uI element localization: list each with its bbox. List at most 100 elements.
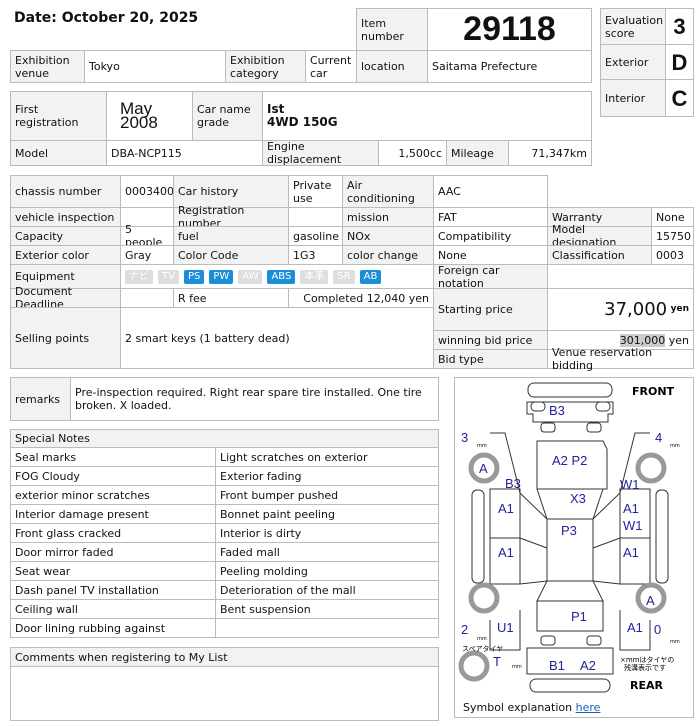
special-note: Exterior fading (215, 466, 439, 486)
document-deadline (120, 288, 174, 308)
bid-type-label: Bid type (433, 349, 548, 369)
car-diagram-svg: FRONT REAR B3 A2 P2 B3 W1 X3 A1 A1 W1 P3… (458, 382, 680, 693)
car-name-label: Car name grade (192, 91, 263, 141)
location-label: location (356, 50, 428, 83)
spare-tire-label: スペアタイヤ (462, 644, 503, 653)
bid-type: Venue reservation bidding (547, 346, 694, 372)
equipment-badge: PS (183, 269, 205, 284)
special-note: Peeling molding (215, 561, 439, 581)
air-conditioning: AAC (433, 175, 548, 208)
special-note: Seal marks (10, 447, 216, 467)
capacity-label: Capacity (10, 226, 121, 246)
winning-bid-value: 301,000 (619, 333, 666, 347)
special-note: Door mirror faded (10, 542, 216, 562)
mark-b1: B1 (549, 658, 565, 673)
tire-depth-left-front: 3 (461, 430, 468, 445)
mark-w1-right-front: W1 (623, 518, 643, 533)
mark-a1-left-front: A1 (498, 501, 514, 516)
tire-note-2: 残溝表示です (624, 663, 666, 672)
history-label: Car history (173, 175, 289, 208)
mm-unit: mm (512, 664, 522, 670)
special-note: Bent suspension (215, 599, 439, 619)
winning-bid-label: winning bid price (433, 330, 548, 350)
tire-depth-right-rear: 0 (654, 622, 661, 637)
equipment-badge: TV (158, 269, 179, 284)
mark-x3: X3 (570, 491, 586, 506)
exterior-color: Gray (120, 245, 174, 265)
item-number: 29118 (427, 8, 592, 51)
equipment-badge: ナビ (125, 269, 153, 284)
r-fee-label: R fee (173, 288, 289, 308)
wheel-right-rear (635, 582, 667, 614)
model-designation-label: Model designation (547, 223, 652, 249)
special-note: Interior is dirty (215, 523, 439, 543)
equipment-badge: AB (359, 269, 382, 284)
mark-u1: U1 (497, 620, 514, 635)
starting-price-value: 37,000 (604, 299, 668, 320)
color-code: 1G3 (288, 245, 343, 265)
special-note: Light scratches on exterior (215, 447, 439, 467)
comments-area[interactable] (10, 666, 439, 721)
first-registration-label: First registration (10, 91, 107, 141)
special-note: Front bumper pushed (215, 485, 439, 505)
color-change-label: color change (342, 245, 434, 265)
mm-unit: mm (477, 636, 487, 642)
selling-points-label: Selling points (10, 307, 121, 369)
interior-score: C (665, 79, 694, 117)
interior-score-label: Interior (600, 79, 666, 117)
starting-price: 37,000 yen (547, 288, 694, 331)
equipment-badge: AW (238, 269, 263, 284)
venue: Tokyo (84, 50, 226, 83)
front-bumper (527, 382, 613, 398)
mm-unit: mm (477, 443, 487, 449)
symbol-explanation-link[interactable]: here (575, 701, 601, 714)
mark-a2-rear: A2 (580, 658, 596, 673)
equipment-badge: SR (333, 269, 355, 284)
exterior-score: D (665, 44, 694, 80)
classification-label: Classification (547, 245, 652, 265)
color-code-label: Color Code (173, 245, 289, 265)
mark-w1-right: W1 (620, 477, 640, 492)
special-note: Interior damage present (10, 504, 216, 524)
tire-note-1: ×mmはタイヤの (620, 655, 674, 664)
mark-a2-p2: A2 P2 (552, 453, 587, 468)
venue-label: Exhibition venue (10, 50, 85, 83)
model: DBA-NCP115 (106, 140, 263, 166)
rear-label: REAR (630, 679, 663, 692)
special-note: Front glass cracked (10, 523, 216, 543)
engine-displacement: 1,500cc (378, 140, 447, 166)
foreign-label: Foreign car notation (433, 264, 548, 290)
special-note: Dash panel TV installation (10, 580, 216, 600)
exterior-score-label: Exterior (600, 44, 666, 80)
first-registration-year: 2008 (120, 113, 158, 132)
comments-title: Comments when registering to My List (10, 647, 439, 667)
selling-points: 2 smart keys (1 battery dead) (120, 307, 434, 369)
evaluation-score-label: Evaluation score (600, 8, 666, 45)
mark-a1-left-rear: A1 (498, 545, 514, 560)
mission-label: mission (342, 207, 434, 227)
mm-unit: mm (670, 639, 680, 645)
classification: 0003 (651, 245, 694, 265)
chassis-label: chassis number (10, 175, 121, 208)
front-label: FRONT (632, 385, 675, 398)
mark-p3: P3 (561, 523, 577, 538)
ac-label: Air conditioning (342, 175, 434, 208)
special-note: Ceiling wall (10, 599, 216, 619)
warranty: None (651, 207, 694, 227)
mm-unit: mm (670, 443, 680, 449)
special-note: Door lining rubbing against (10, 618, 216, 638)
wheel-left-front (468, 452, 500, 484)
special-note: Seat wear (10, 561, 216, 581)
car-name: Ist (267, 102, 285, 116)
equipment-badge: PW (209, 269, 234, 284)
first-registration: May 2008 (106, 91, 193, 141)
item-number-label: Item number (356, 8, 428, 51)
inspection-label: vehicle inspection (10, 207, 121, 227)
equipment-label: Equipment (10, 264, 121, 289)
mark-p1: P1 (571, 609, 587, 624)
mark-b3-front: B3 (549, 403, 565, 418)
starting-price-label: Starting price (433, 288, 548, 331)
mark-a1-right-front: A1 (623, 501, 639, 516)
fuel-label: fuel (173, 226, 289, 246)
nox-label: NOx (342, 226, 434, 246)
